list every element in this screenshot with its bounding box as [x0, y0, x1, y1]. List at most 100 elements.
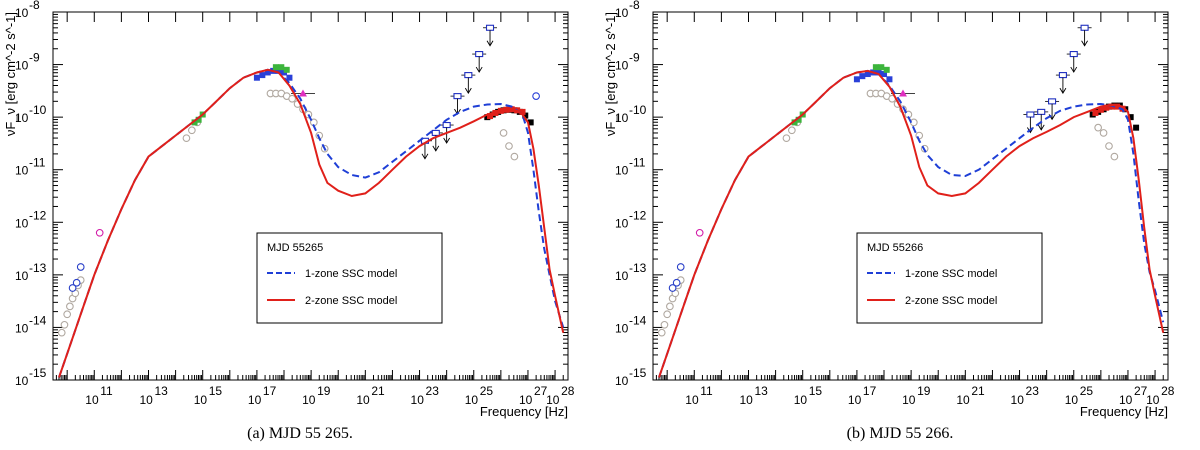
x-tick-exponent: 19 — [917, 384, 931, 398]
upper-limit-arrowhead — [464, 87, 472, 94]
x-axis-title: Frequency [Hz] — [480, 404, 568, 419]
legend-box — [256, 232, 443, 324]
y-tick-label: 10 — [15, 164, 29, 178]
data-point — [76, 263, 85, 271]
data-point — [519, 108, 526, 115]
two-zone-ssc-curve — [658, 69, 1165, 378]
data-point — [1127, 114, 1134, 121]
data-point — [259, 72, 266, 79]
data-point — [795, 116, 802, 123]
data-point — [872, 64, 879, 71]
data-points-gamma-fermi- — [1023, 24, 1092, 134]
data-point — [475, 51, 484, 58]
x-tick-label: 10 — [902, 393, 916, 407]
data-point — [195, 116, 202, 123]
data-point — [898, 89, 907, 97]
x-tick-exponent: 27 — [534, 384, 548, 398]
data-point — [464, 72, 473, 79]
x-tick-label: 10 — [1146, 393, 1160, 407]
data-point — [253, 74, 260, 81]
x-tick-exponent: 11 — [100, 384, 113, 398]
y-tick-label: 10 — [15, 59, 29, 73]
x-tick-label: 10 — [248, 393, 262, 407]
data-point — [57, 328, 66, 337]
data-points-radio — [68, 263, 85, 292]
plot-frame — [652, 11, 1169, 381]
data-point — [1105, 142, 1113, 150]
y-tick-label: 10 — [15, 321, 29, 335]
x-tick-exponent: 23 — [1026, 384, 1040, 398]
data-point — [188, 126, 196, 135]
data-point — [499, 129, 508, 137]
legend-title: MJD 55265 — [267, 242, 323, 254]
y-tick-exponent: -8 — [29, 0, 40, 12]
data-point — [859, 73, 866, 80]
legend-title: MJD 55266 — [867, 242, 923, 254]
sed-chart-b: 1011101310151017101910211023102510271028… — [603, 0, 1175, 419]
x-tick-label: 10 — [194, 393, 208, 407]
y-tick-label: 10 — [615, 111, 629, 125]
two-zone-ssc-curve — [58, 68, 565, 378]
upper-limit-arrowhead — [443, 137, 451, 144]
data-point — [1097, 106, 1104, 113]
y-tick-label: 10 — [615, 374, 629, 388]
sed-panel-b: 10 11 10 13 10 15 10 17 10 19 10 21 10 23 10 25 10 27 10 28… — [600, 0, 1200, 450]
x-tick-exponent: 17 — [863, 384, 877, 398]
upper-limit-arrowhead — [1070, 66, 1078, 73]
data-point — [1094, 123, 1102, 132]
data-point — [275, 67, 282, 74]
data-points-gamma-fermi- — [417, 24, 498, 160]
data-point — [298, 89, 307, 97]
y-tick-exponent: -14 — [29, 313, 47, 327]
y-tick-exponent: -12 — [29, 208, 47, 222]
data-points-radio — [668, 263, 685, 292]
data-points-x-ray-green- — [272, 64, 290, 73]
data-point — [72, 278, 81, 287]
y-axis-title: νF_ν [erg cm^-2 s^-1] — [603, 12, 618, 136]
x-tick-exponent: 15 — [809, 384, 823, 398]
x-tick-label: 10 — [546, 393, 560, 407]
data-points-historical-grey- — [57, 89, 519, 337]
data-points-sub-mm — [695, 228, 704, 237]
x-tick-label: 10 — [1011, 393, 1025, 407]
data-points-sub-mm — [95, 228, 104, 237]
y-tick-exponent: -11 — [629, 156, 646, 170]
x-tick-exponent: 13 — [154, 384, 168, 398]
x-tick-exponent: 13 — [754, 384, 768, 398]
sed-chart-a: 1011101310151017101910211023102510271028… — [3, 0, 575, 419]
y-tick-exponent: -13 — [629, 261, 647, 275]
y-tick-label: 10 — [615, 321, 629, 335]
data-point — [791, 119, 798, 126]
y-tick-exponent: -10 — [29, 103, 47, 117]
data-point — [1026, 111, 1035, 118]
data-point — [883, 66, 890, 73]
data-point — [663, 310, 672, 319]
data-point — [510, 152, 519, 161]
data-point — [1058, 72, 1067, 79]
plot-frame — [52, 11, 569, 381]
upper-limit-arrowhead — [486, 40, 494, 47]
data-point — [286, 74, 293, 81]
data-point — [864, 71, 871, 78]
x-tick-label: 10 — [356, 393, 370, 407]
data-point — [264, 69, 271, 76]
data-point — [283, 66, 290, 73]
caption-b: (b) MJD 55 266. — [846, 425, 954, 442]
data-point — [875, 69, 882, 76]
data-point — [442, 121, 451, 129]
y-tick-label: 10 — [15, 216, 29, 230]
legend-label: 2-zone SSC model — [305, 295, 397, 307]
data-point — [431, 129, 440, 136]
data-point — [1080, 24, 1089, 31]
y-tick-exponent: -15 — [629, 366, 647, 380]
x-tick-exponent: 19 — [317, 384, 331, 398]
sed-panel-a: 10 11 10 13 10 15 10 17 10 19 10 21 10 23 10 25 10 27 10 28… — [3, 0, 575, 442]
data-point — [272, 64, 279, 71]
data-point — [1069, 51, 1078, 58]
y-tick-exponent: -9 — [629, 51, 640, 65]
x-tick-label: 10 — [1065, 393, 1079, 407]
x-tick-exponent: 25 — [480, 384, 494, 398]
x-tick-exponent: 25 — [1080, 384, 1094, 398]
data-point — [95, 228, 104, 237]
data-point — [182, 134, 191, 143]
